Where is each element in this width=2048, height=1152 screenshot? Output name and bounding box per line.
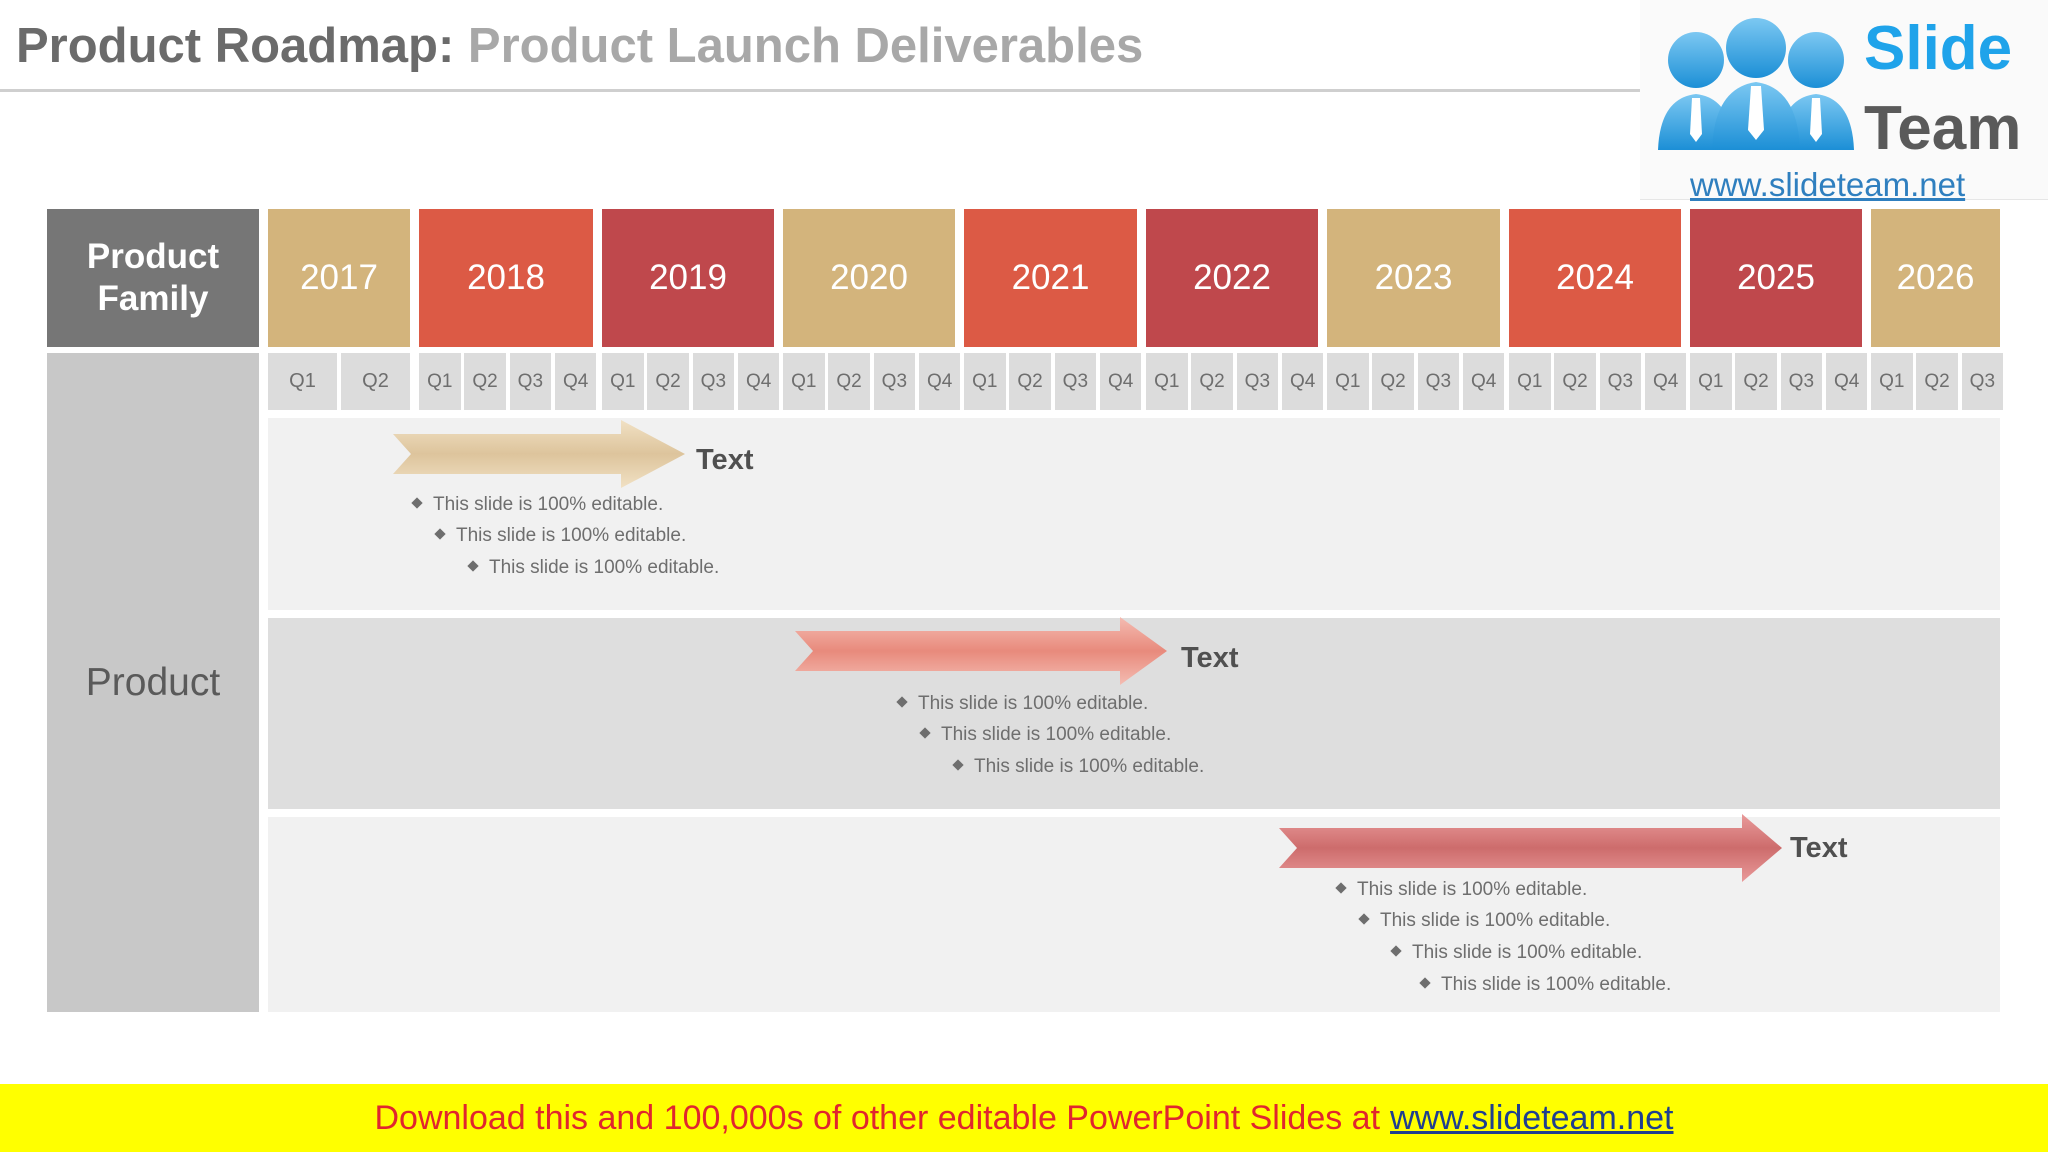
row-3-label: Text xyxy=(1790,832,1848,864)
row-1-bullet-1: This slide is 100% editable. xyxy=(411,494,663,516)
bullet-icon xyxy=(467,560,479,572)
row-3-bullet-1: This slide is 100% editable. xyxy=(1335,879,1587,901)
row-1-bullet-2: This slide is 100% editable. xyxy=(434,525,686,547)
year-2019: 2019 xyxy=(602,209,774,347)
row-2-label: Text xyxy=(1181,642,1239,674)
year-2023: 2023 xyxy=(1327,209,1500,347)
year-2021: 2021 xyxy=(964,209,1137,347)
year-2018: 2018 xyxy=(419,209,593,347)
row-1-bullet-3: This slide is 100% editable. xyxy=(467,557,719,579)
row-2-bullet-2: This slide is 100% editable. xyxy=(919,724,1171,746)
bullet-icon xyxy=(434,528,446,540)
bullet-icon xyxy=(952,759,964,771)
bullet-icon xyxy=(1335,882,1347,894)
year-2026: 2026 xyxy=(1871,209,2000,347)
quarter-2017-1: Q1 xyxy=(268,353,337,410)
people-icon xyxy=(1658,18,1854,150)
slideteam-logo: Slide Team www.slideteam.net xyxy=(1640,0,2048,203)
row-3-bullet-2: This slide is 100% editable. xyxy=(1358,910,1610,932)
timeline-arrow-2 xyxy=(795,617,1167,685)
row-3-bullet-4: This slide is 100% editable. xyxy=(1419,974,1671,996)
year-2025: 2025 xyxy=(1690,209,1862,347)
logo-url[interactable]: www.slideteam.net xyxy=(1690,166,1966,203)
row-3-bullet-3: This slide is 100% editable. xyxy=(1390,942,1642,964)
bullet-icon xyxy=(1390,945,1402,957)
footer-banner: Download this and 100,000s of other edit… xyxy=(0,1084,2048,1152)
product-row-label: Product xyxy=(47,353,259,1012)
quarter-2017-2: Q2 xyxy=(341,353,410,410)
year-2024: 2024 xyxy=(1509,209,1681,347)
slide-title: Product Roadmap: Product Launch Delivera… xyxy=(16,18,1143,74)
row-1-label: Text xyxy=(696,444,754,476)
timeline-arrow-1 xyxy=(393,420,685,488)
product-family-header: Product Family xyxy=(47,209,259,347)
year-2020: 2020 xyxy=(783,209,955,347)
title-sub: Product Launch Deliverables xyxy=(467,19,1144,73)
title-divider xyxy=(0,89,1640,92)
bullet-icon xyxy=(1419,977,1431,989)
bullet-icon xyxy=(919,727,931,739)
year-2022: 2022 xyxy=(1146,209,1318,347)
logo-word-slide: Slide xyxy=(1864,14,2013,83)
footer-link[interactable]: www.slideteam.net xyxy=(1390,1098,1674,1137)
bullet-icon xyxy=(1358,913,1370,925)
row-2-bullet-1: This slide is 100% editable. xyxy=(896,693,1148,715)
bullet-icon xyxy=(896,696,908,708)
row-2-bullet-3: This slide is 100% editable. xyxy=(952,756,1204,778)
bullet-icon xyxy=(411,497,423,509)
year-2017: 2017 xyxy=(268,209,410,347)
logo-word-team: Team xyxy=(1864,94,2022,163)
timeline-arrow-3 xyxy=(1279,814,1782,882)
title-main: Product Roadmap: xyxy=(16,19,455,73)
footer-text: Download this and 100,000s of other edit… xyxy=(374,1098,1381,1137)
